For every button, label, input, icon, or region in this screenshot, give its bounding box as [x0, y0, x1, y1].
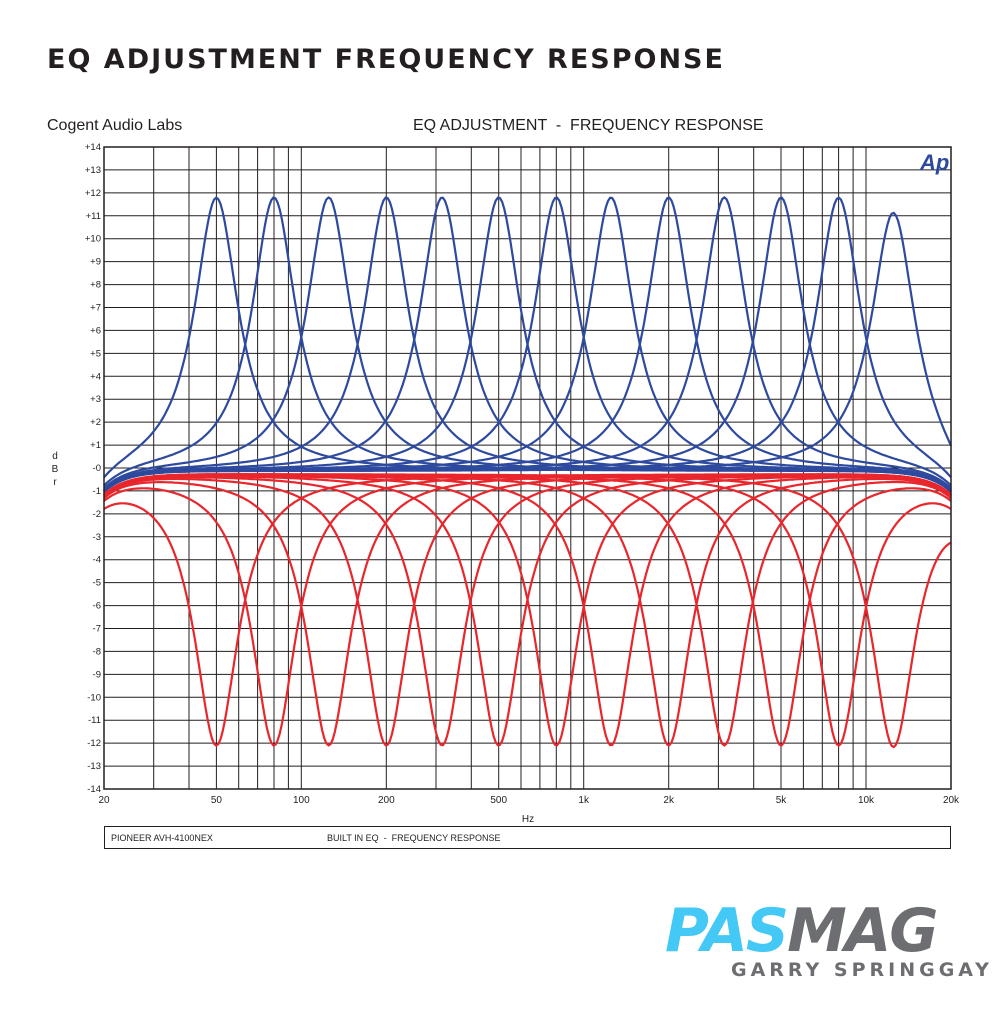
y-tick-label: +14	[85, 142, 101, 153]
y-tick-labels: +14 +13 +12 +11 +10 +9 +8 +7 +6 +5 +4 +3 +2 +1 -0 -1 -2 -…	[85, 142, 101, 795]
x-tick-label: 200	[378, 795, 395, 806]
x-axis-label: Hz	[522, 814, 534, 825]
footer-caption-box: PIONEER AVH-4100NEX BUILT IN EQ - FREQUE…	[104, 826, 951, 849]
logo-pas-text: PAS	[665, 896, 789, 966]
y-tick-label: -6	[93, 601, 101, 612]
x-tick-label: 20	[98, 795, 110, 806]
y-tick-label: -1	[93, 486, 101, 497]
x-tick-label: 20k	[943, 795, 960, 806]
cut-curve-200hz	[103, 473, 952, 747]
brand-label: Cogent Audio Labs	[47, 117, 183, 134]
cut-curve-2000hz	[103, 473, 952, 747]
x-tick-label: 500	[490, 795, 507, 806]
chart-title: EQ ADJUSTMENT - FREQUENCY RESPONSE	[413, 117, 764, 134]
cut-curve-125hz	[103, 473, 952, 747]
page-title: EQ ADJUSTMENT FREQUENCY RESPONSE	[47, 44, 725, 75]
photographer-credit: GARRY SPRINGGAY	[731, 959, 993, 981]
cut-curve-12500hz	[103, 473, 952, 749]
footer-device-label: PIONEER AVH-4100NEX	[111, 833, 213, 843]
y-tick-label: +6	[90, 325, 101, 336]
cut-curve-5000hz	[103, 473, 952, 747]
cut-curve-3150hz	[103, 473, 952, 747]
x-tick-label: 10k	[858, 795, 875, 806]
y-tick-label: +1	[90, 440, 101, 451]
cut-curve-315hz	[103, 474, 952, 747]
y-tick-label: -7	[93, 624, 101, 635]
y-tick-label: -11	[88, 715, 101, 726]
y-tick-label: +11	[86, 211, 101, 222]
cut-curve-80hz	[103, 473, 952, 747]
y-tick-label: -9	[93, 669, 101, 680]
x-tick-label: 5k	[776, 795, 788, 806]
y-tick-label: -14	[87, 784, 101, 795]
y-tick-label: -5	[93, 578, 101, 589]
plot-frame	[103, 146, 952, 790]
x-tick-label: 50	[211, 795, 223, 806]
y-tick-label: +3	[90, 394, 101, 405]
cut-curve-8000hz	[103, 473, 952, 748]
plot-border	[103, 146, 952, 790]
footer-description-label: BUILT IN EQ - FREQUENCY RESPONSE	[327, 833, 501, 843]
x-tick-labels: 20 50 100 200 500 1k 2k 5k 10k 20k	[98, 795, 960, 806]
y-tick-label: +5	[90, 348, 101, 359]
y-tick-label: -3	[93, 532, 101, 543]
pasmag-logo: PASMAG GARRY SPRINGGAY	[665, 900, 989, 985]
y-tick-label: -10	[87, 692, 101, 703]
y-tick-label: -0	[93, 463, 101, 474]
y-tick-label: +2	[90, 417, 101, 428]
y-tick-label: +4	[90, 371, 101, 382]
y-tick-label: +7	[90, 303, 101, 314]
y-tick-label: -4	[93, 555, 101, 566]
y-tick-label: +9	[90, 257, 101, 268]
cut-curve-800hz	[103, 474, 952, 747]
cut-curve-500hz	[103, 474, 952, 747]
cut-curve-1250hz	[103, 474, 952, 747]
series-group	[103, 195, 953, 749]
y-tick-label: +8	[90, 280, 101, 291]
y-tick-label: -2	[93, 509, 101, 520]
y-tick-label: -12	[87, 738, 101, 749]
y-tick-label: +12	[85, 188, 101, 199]
x-tick-label: 1k	[578, 795, 590, 806]
pasmag-wordmark: PASMAG	[665, 900, 939, 962]
y-tick-label: +13	[85, 165, 101, 176]
grid	[104, 147, 951, 789]
cut-curve-50hz	[103, 473, 952, 748]
y-tick-label: -13	[87, 761, 101, 772]
y-tick-label: +10	[85, 234, 101, 245]
x-tick-label: 2k	[663, 795, 675, 806]
y-tick-label: -8	[93, 646, 101, 657]
frequency-response-chart: +14 +13 +12 +11 +10 +9 +8 +7 +6 +5 +4 +3 +2 +1 -0 -1 -2 -…	[52, 142, 960, 825]
boost-curve-12500hz	[103, 211, 953, 493]
x-tick-label: 100	[293, 795, 310, 806]
ap-logo-icon: Ap	[919, 150, 949, 175]
logo-mag-text: MAG	[787, 896, 938, 966]
